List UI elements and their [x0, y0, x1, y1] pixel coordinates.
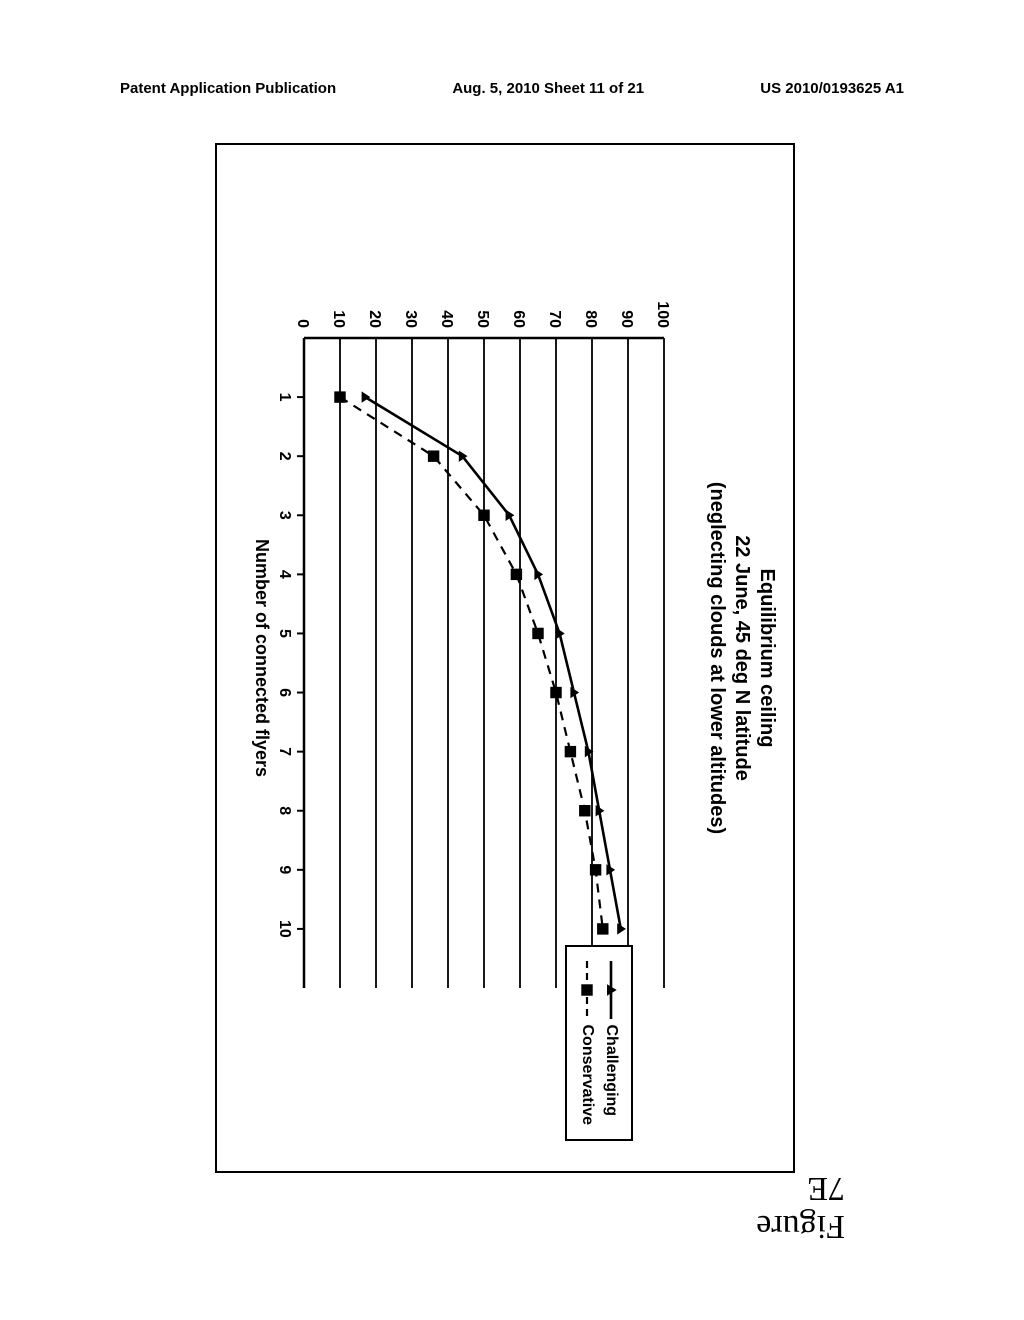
svg-text:50: 50: [474, 310, 491, 328]
svg-text:20: 20: [366, 310, 383, 328]
svg-text:8: 8: [276, 806, 293, 815]
header-center: Aug. 5, 2010 Sheet 11 of 21: [452, 80, 644, 97]
chart-title-line3: (neglecting clouds at lower altitudes): [704, 145, 729, 1171]
svg-text:10: 10: [330, 310, 347, 328]
svg-text:100: 100: [654, 301, 671, 328]
legend-item: Challenging: [599, 961, 623, 1126]
legend-label: Conservative: [578, 1025, 596, 1126]
chart-title: Equilibrium ceiling 22 June, 45 deg N la…: [704, 145, 793, 1171]
svg-text:6: 6: [276, 688, 293, 697]
svg-text:1: 1: [276, 393, 293, 402]
header-left: Patent Application Publication: [120, 80, 336, 97]
chart-title-line2: 22 June, 45 deg N latitude: [729, 145, 754, 1171]
svg-text:30: 30: [402, 310, 419, 328]
svg-text:2: 2: [276, 452, 293, 461]
x-axis-label: Number of connected flyers: [251, 145, 272, 1171]
chart-frame: Equilibrium ceiling 22 June, 45 deg N la…: [215, 143, 795, 1173]
svg-text:5: 5: [276, 629, 293, 638]
svg-text:3: 3: [276, 511, 293, 520]
header-right: US 2010/0193625 A1: [760, 80, 904, 97]
svg-text:40: 40: [438, 310, 455, 328]
page-header: Patent Application Publication Aug. 5, 2…: [0, 80, 1024, 97]
legend-label: Challenging: [602, 1025, 620, 1117]
svg-text:10: 10: [276, 920, 293, 938]
figure-rotated-container: Equilibrium ceiling 22 June, 45 deg N la…: [0, 365, 1024, 955]
chart-title-line1: Equilibrium ceiling: [754, 145, 779, 1171]
svg-text:60: 60: [510, 310, 527, 328]
svg-text:90: 90: [618, 310, 635, 328]
legend-item: Conservative: [575, 961, 599, 1126]
svg-text:80: 80: [582, 310, 599, 328]
equilibrium-ceiling-chart: 0 10 20 30 40 50 60 70 80 90 100 1 2 3 4 5 6 7 8 9 10: [274, 278, 694, 1038]
svg-text:0: 0: [294, 319, 311, 328]
svg-text:70: 70: [546, 310, 563, 328]
legend: Challenging Conservative: [565, 945, 633, 1142]
svg-text:7: 7: [276, 747, 293, 756]
svg-text:4: 4: [276, 570, 293, 579]
svg-text:9: 9: [276, 865, 293, 874]
figure-caption: Figure 7E: [756, 1169, 845, 1245]
